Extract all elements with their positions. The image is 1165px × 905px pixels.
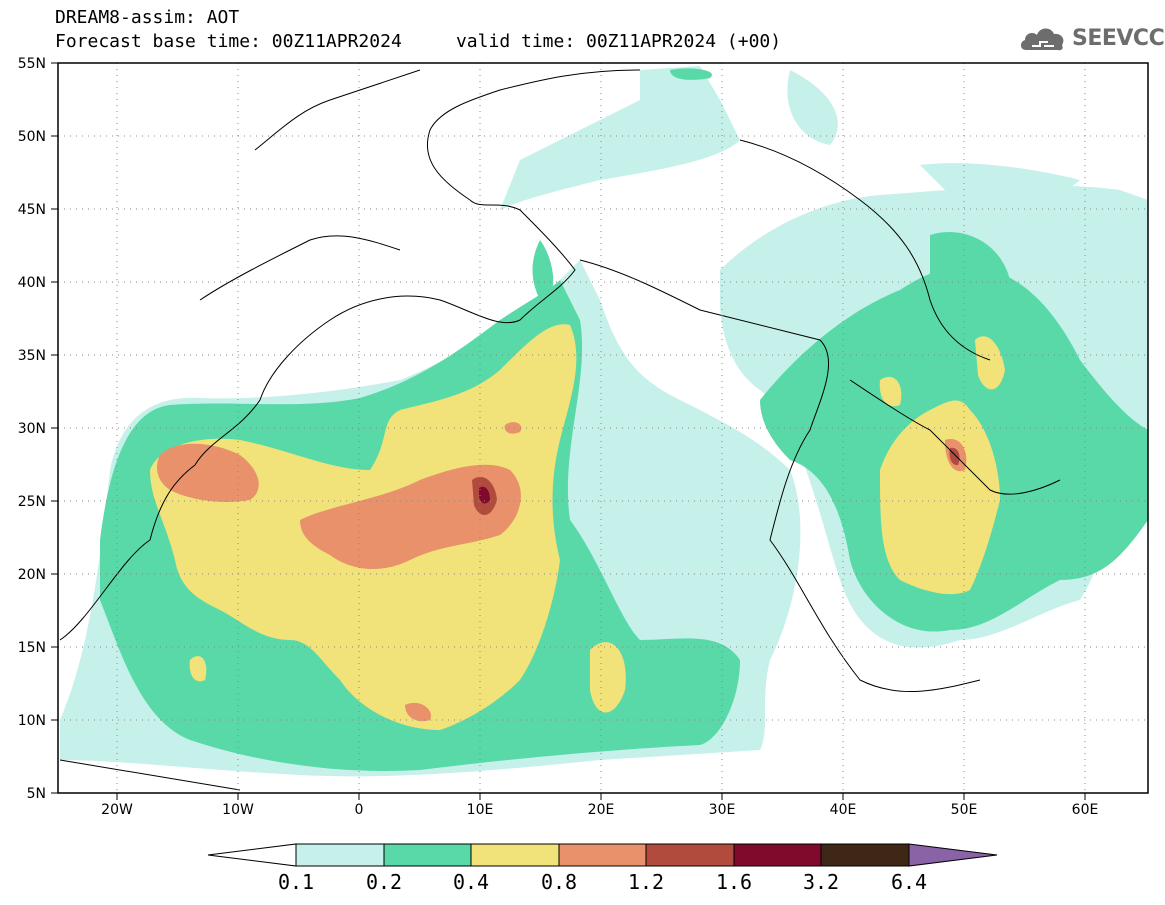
lat-label: 20N <box>18 567 46 583</box>
lon-label: 10E <box>467 802 494 818</box>
cloud-icon <box>1020 28 1064 51</box>
colorbar-swatch <box>470 843 560 867</box>
aot-field <box>60 66 1148 777</box>
colorbar-high-arrow <box>908 843 998 867</box>
colorbar-label: 0.4 <box>452 870 490 894</box>
lon-label: 0 <box>355 802 364 818</box>
colorbar <box>207 843 998 867</box>
colorbar-swatch <box>820 843 910 867</box>
lat-label: 10N <box>18 713 46 729</box>
lat-label: 35N <box>18 348 46 364</box>
colorbar-label: 0.1 <box>277 870 315 894</box>
colorbar-label: 1.6 <box>715 870 753 894</box>
tick-marks <box>51 62 1086 800</box>
lat-label: 15N <box>18 640 46 656</box>
lon-label: 10W <box>222 802 254 818</box>
lon-label: 30E <box>709 802 736 818</box>
map-title: DREAM8-assim: AOT <box>55 7 240 28</box>
colorbar-swatch <box>645 843 735 867</box>
colorbar-swatch <box>558 843 647 867</box>
lat-label: 30N <box>18 421 46 437</box>
lat-label: 55N <box>18 56 46 72</box>
lon-labels: 20W 10W 0 10E 20E 30E 40E 50E 60E <box>101 802 1098 818</box>
lon-label: 50E <box>951 802 978 818</box>
colorbar-label: 0.8 <box>540 870 578 894</box>
lon-label: 20E <box>588 802 615 818</box>
aot-band-1.6 <box>479 486 490 504</box>
colorbar-label: 6.4 <box>890 870 928 894</box>
colorbar-swatch <box>383 843 472 867</box>
colorbar-label: 0.2 <box>365 870 403 894</box>
logo-text: SEEVCCC <box>1072 25 1165 51</box>
lon-label: 60E <box>1072 802 1099 818</box>
colorbar-label: 3.2 <box>802 870 840 894</box>
forecast-time-line: Forecast base time: 00Z11APR2024 valid t… <box>55 31 782 52</box>
seevccc-logo: SEEVCCC <box>1018 22 1165 54</box>
lon-label: 40E <box>830 802 857 818</box>
lon-label: 20W <box>101 802 133 818</box>
lat-labels: 5N 10N 15N 20N 25N 30N 35N 40N 45N 50N 5… <box>18 56 46 802</box>
lat-label: 40N <box>18 275 46 291</box>
lat-label: 45N <box>18 202 46 218</box>
colorbar-swatch <box>733 843 822 867</box>
colorbar-low-arrow <box>207 843 297 867</box>
colorbar-label: 1.2 <box>627 870 665 894</box>
lat-label: 25N <box>18 494 46 510</box>
lat-label: 5N <box>27 786 46 802</box>
aot-band-0.8 <box>157 422 967 722</box>
coastlines <box>59 69 1061 791</box>
lat-label: 50N <box>18 129 46 145</box>
colorbar-swatch <box>295 843 385 867</box>
